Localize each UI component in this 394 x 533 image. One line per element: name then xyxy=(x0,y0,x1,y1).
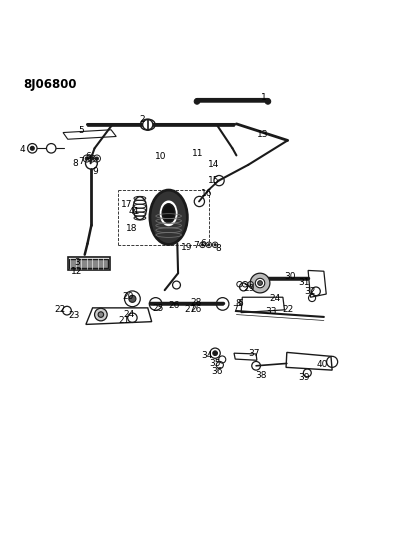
Text: 24: 24 xyxy=(124,310,135,319)
Text: 35: 35 xyxy=(209,359,221,368)
Circle shape xyxy=(129,295,136,302)
Text: 11: 11 xyxy=(192,149,204,158)
Text: 13: 13 xyxy=(257,130,269,139)
Text: 7: 7 xyxy=(232,305,238,314)
Text: 12: 12 xyxy=(71,267,82,276)
Text: 8J06800: 8J06800 xyxy=(24,78,77,91)
Text: 26: 26 xyxy=(190,304,201,313)
Text: 40: 40 xyxy=(316,360,327,369)
Text: 22: 22 xyxy=(282,305,293,314)
Ellipse shape xyxy=(150,190,188,245)
Text: 30: 30 xyxy=(284,272,296,281)
Text: 1: 1 xyxy=(261,93,267,102)
Text: 7: 7 xyxy=(193,241,199,250)
Circle shape xyxy=(90,157,93,160)
Circle shape xyxy=(208,244,210,246)
Text: 29: 29 xyxy=(243,284,255,293)
Text: 4: 4 xyxy=(20,145,26,154)
Circle shape xyxy=(213,351,217,356)
Text: 37: 37 xyxy=(248,349,260,358)
Text: 8: 8 xyxy=(72,159,78,168)
Text: 24: 24 xyxy=(269,294,280,303)
Text: 22: 22 xyxy=(54,305,65,314)
Text: 14: 14 xyxy=(208,160,219,169)
Text: 15: 15 xyxy=(208,176,219,185)
Text: 41: 41 xyxy=(128,207,139,216)
Circle shape xyxy=(85,157,88,160)
Circle shape xyxy=(95,308,107,321)
Circle shape xyxy=(201,244,204,246)
Polygon shape xyxy=(69,259,108,269)
Text: 32: 32 xyxy=(305,287,316,296)
Text: 36: 36 xyxy=(212,367,223,376)
Text: 18: 18 xyxy=(126,224,138,233)
Ellipse shape xyxy=(161,201,177,225)
Text: 20: 20 xyxy=(123,292,134,301)
Circle shape xyxy=(143,119,153,130)
Text: 6: 6 xyxy=(237,300,243,309)
Text: 5: 5 xyxy=(79,126,84,135)
Circle shape xyxy=(265,99,271,104)
Text: 34: 34 xyxy=(201,351,212,360)
Text: 23: 23 xyxy=(69,311,80,320)
Circle shape xyxy=(255,278,265,288)
Text: 9: 9 xyxy=(93,167,98,176)
Text: 6: 6 xyxy=(85,152,91,161)
Text: 6: 6 xyxy=(200,239,206,248)
Text: 39: 39 xyxy=(298,373,310,382)
Text: 8: 8 xyxy=(235,300,241,309)
Text: 19: 19 xyxy=(180,244,192,253)
Circle shape xyxy=(258,281,262,285)
Text: 31: 31 xyxy=(298,278,310,287)
Ellipse shape xyxy=(162,204,175,223)
Text: 21: 21 xyxy=(119,317,130,325)
Text: 16: 16 xyxy=(201,189,212,198)
Text: 25: 25 xyxy=(152,304,164,313)
Circle shape xyxy=(98,312,104,317)
Text: 26: 26 xyxy=(169,301,180,310)
Text: 10: 10 xyxy=(155,152,167,161)
Circle shape xyxy=(214,244,216,246)
Circle shape xyxy=(30,147,34,150)
Circle shape xyxy=(95,157,98,160)
Text: 33: 33 xyxy=(265,306,277,316)
Text: 38: 38 xyxy=(255,371,267,379)
Text: 3: 3 xyxy=(74,257,80,266)
Text: 28: 28 xyxy=(191,298,202,307)
Text: 17: 17 xyxy=(121,200,133,209)
Text: 2: 2 xyxy=(139,115,145,124)
Circle shape xyxy=(250,273,270,293)
Text: 8: 8 xyxy=(215,244,221,253)
Text: 27: 27 xyxy=(184,304,195,313)
Circle shape xyxy=(194,99,200,104)
Text: 7: 7 xyxy=(79,157,84,166)
